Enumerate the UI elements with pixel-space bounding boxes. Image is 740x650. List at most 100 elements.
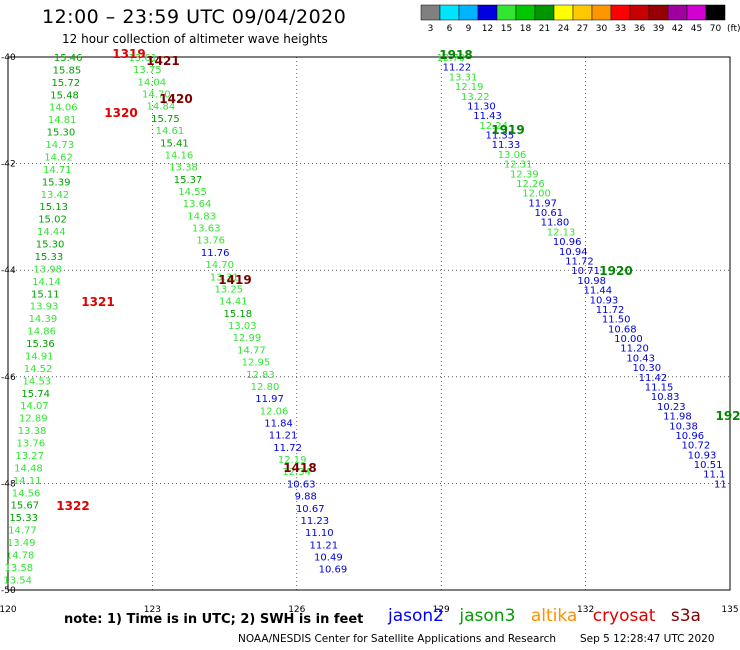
- wave-height-value: 13.98: [33, 264, 62, 275]
- wave-height-value: 12.83: [246, 370, 275, 381]
- wave-height-value: 15.02: [38, 215, 67, 226]
- wave-height-value: 15.30: [36, 240, 65, 251]
- lon-tick-label: 120: [0, 605, 17, 615]
- lat-tick-label: -46: [1, 373, 16, 383]
- wave-height-value: 13.58: [5, 563, 34, 574]
- wave-height-value: 14.44: [37, 227, 66, 238]
- wave-height-value: 12.19: [278, 455, 307, 466]
- wave-height-value: 14.62: [44, 152, 73, 163]
- wave-height-value: 11.76: [201, 248, 230, 259]
- wave-height-value: 10.72: [682, 441, 711, 452]
- lat-tick-label: -48: [1, 479, 16, 489]
- lat-tick-label: -42: [1, 160, 16, 170]
- wave-height-value: 15.74: [21, 389, 50, 400]
- wave-height-value: 11.15: [645, 382, 674, 393]
- pass-time-label: 1920: [599, 264, 632, 278]
- color-scale-label: 21: [539, 24, 550, 34]
- wave-height-value: 14.56: [12, 488, 41, 499]
- wave-height-value: 15.48: [50, 90, 79, 101]
- wave-height-value: 14.52: [24, 364, 53, 375]
- lon-tick-label: 132: [577, 605, 594, 615]
- wave-height-value: 10.71: [571, 266, 600, 277]
- wave-height-value: 10.68: [608, 324, 637, 335]
- wave-height-value: 11.21: [269, 431, 298, 442]
- wave-height-value: 14.77: [8, 526, 37, 537]
- color-scale-label: 12: [482, 24, 493, 34]
- color-scale-label: 24: [558, 24, 570, 34]
- wave-height-value: 10.61: [535, 208, 564, 219]
- wave-height-value: 12.24: [479, 121, 508, 132]
- color-scale-label: 18: [520, 24, 532, 34]
- wave-height-value: 12.95: [242, 358, 271, 369]
- wave-height-value: 10.30: [633, 363, 662, 374]
- wave-height-value: 10.51: [694, 460, 723, 471]
- pass-time-label: 1321: [81, 295, 114, 309]
- wave-height-value: 14.73: [45, 140, 74, 151]
- wave-height-value: 13.42: [41, 190, 70, 201]
- wave-height-value: 13.54: [3, 575, 32, 586]
- wave-height-value: 13.27: [15, 451, 44, 462]
- wave-height-value: 9.88: [295, 492, 317, 503]
- pass-time-label: 192: [715, 409, 740, 423]
- wave-height-value: 14.86: [27, 327, 56, 338]
- pass-time-label: 1419: [218, 273, 251, 287]
- wave-height-value: 10.94: [559, 247, 588, 258]
- wave-height-value: 14.91: [25, 351, 54, 362]
- page-title: 12:00 – 23:59 UTC 09/04/2020: [42, 6, 347, 28]
- wave-height-value: 12.13: [547, 227, 576, 238]
- wave-height-value: 13.06: [498, 150, 527, 161]
- color-scale-legend: 3 6 9 12 15 18 21 24 27 30 33 36 39 42 45 70 (ft): [420, 4, 740, 34]
- wave-height-value: 15.75: [151, 114, 180, 125]
- color-scale-label: 3: [428, 24, 434, 34]
- wave-height-value: 14.78: [6, 550, 35, 561]
- wave-height-value: 12.99: [233, 333, 262, 344]
- wave-height-value: 14.14: [32, 277, 61, 288]
- pass-time-label: 1919: [491, 123, 524, 137]
- pass-time-label: 1322: [56, 499, 89, 513]
- wave-height-value: 10.69: [319, 565, 348, 576]
- wave-height-value: 14.61: [156, 126, 185, 137]
- wave-height-value: 10.98: [577, 276, 606, 287]
- wave-height-value: 15.30: [47, 128, 76, 139]
- wave-height-value: 13.93: [30, 302, 59, 313]
- wave-height-value: 10.83: [651, 392, 680, 403]
- lat-tick-label: -40: [1, 53, 16, 63]
- wave-height-value: 13.38: [169, 163, 198, 174]
- color-scale-label: 45: [691, 24, 702, 34]
- wave-height-value: 15.33: [9, 513, 38, 524]
- wave-height-value: 14.53: [23, 376, 52, 387]
- wave-height-value: 15.13: [39, 202, 68, 213]
- lat-tick-label: -44: [1, 266, 16, 276]
- lon-tick-label: 129: [433, 605, 450, 615]
- wave-height-value: 11.97: [528, 198, 557, 209]
- color-scale-label: 30: [596, 24, 608, 34]
- pass-time-label: 1420: [159, 92, 192, 106]
- wave-height-value: 10.63: [287, 479, 316, 490]
- wave-height-value: 12.06: [260, 406, 289, 417]
- color-scale-label: 39: [653, 24, 665, 34]
- wave-height-value: 11.50: [602, 315, 631, 326]
- wave-height-value: 14.11: [13, 476, 42, 487]
- color-scale-label: 33: [615, 24, 626, 34]
- wave-height-value: 10.38: [669, 421, 698, 432]
- pass-time-label: 1418: [283, 461, 316, 475]
- wave-height-value: 10.96: [675, 431, 704, 442]
- pass-time-label: 1319: [112, 47, 145, 61]
- color-scale-label: 15: [501, 24, 512, 34]
- wave-height-value: 13.03: [228, 321, 257, 332]
- wave-height-value: 15.36: [26, 339, 55, 350]
- wave-height-value: 12.00: [522, 189, 551, 200]
- sat-cryosat: cryosat: [592, 606, 656, 626]
- wave-height-value: 14.83: [187, 211, 216, 222]
- color-scale-label: 42: [672, 24, 683, 34]
- wave-height-value: 11.72: [273, 443, 302, 454]
- sat-altika: altika: [530, 606, 578, 626]
- wave-height-value: 11.33: [492, 140, 521, 151]
- wave-height-value: 12.34: [282, 467, 311, 478]
- wave-height-value: 14.39: [29, 314, 58, 325]
- wave-height-value: 13.49: [7, 538, 36, 549]
- wave-height-value: 11.97: [255, 394, 284, 405]
- wave-height-value: 11.20: [620, 344, 649, 355]
- wave-height-value: 10.00: [614, 334, 643, 345]
- color-scale-label: 36: [634, 24, 646, 34]
